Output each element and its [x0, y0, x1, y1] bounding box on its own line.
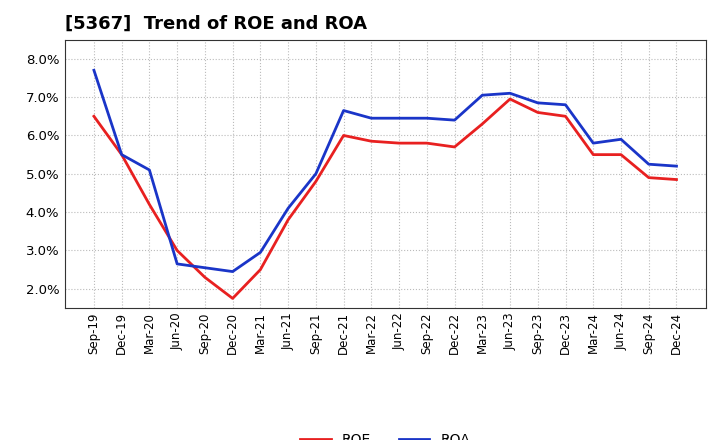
ROE	[89, 114, 98, 119]
ROE	[589, 152, 598, 157]
ROE	[505, 96, 514, 102]
Legend: ROE, ROA: ROE, ROA	[294, 428, 476, 440]
ROE	[561, 114, 570, 119]
ROA	[561, 102, 570, 107]
ROA	[367, 116, 376, 121]
ROA	[201, 265, 210, 270]
ROA	[89, 68, 98, 73]
ROE	[256, 267, 265, 272]
ROA	[339, 108, 348, 113]
ROE	[339, 133, 348, 138]
ROE	[423, 140, 431, 146]
Text: [5367]  Trend of ROE and ROA: [5367] Trend of ROE and ROA	[65, 15, 366, 33]
ROE	[145, 202, 154, 207]
Line: ROE: ROE	[94, 99, 677, 298]
ROA	[395, 116, 403, 121]
ROA	[256, 250, 265, 255]
ROA	[173, 261, 181, 267]
ROE	[478, 121, 487, 127]
ROA	[616, 137, 625, 142]
ROE	[312, 179, 320, 184]
ROA	[145, 167, 154, 172]
ROE	[616, 152, 625, 157]
ROE	[534, 110, 542, 115]
ROE	[450, 144, 459, 150]
ROE	[644, 175, 653, 180]
ROE	[367, 139, 376, 144]
ROE	[228, 296, 237, 301]
ROE	[117, 152, 126, 157]
ROA	[672, 164, 681, 169]
ROA	[644, 161, 653, 167]
ROA	[505, 91, 514, 96]
ROA	[478, 92, 487, 98]
ROA	[589, 140, 598, 146]
ROE	[672, 177, 681, 182]
Line: ROA: ROA	[94, 70, 677, 271]
ROA	[117, 152, 126, 157]
ROA	[450, 117, 459, 123]
ROE	[173, 248, 181, 253]
ROE	[284, 217, 292, 223]
ROA	[284, 205, 292, 211]
ROE	[395, 140, 403, 146]
ROA	[312, 171, 320, 176]
ROE	[201, 275, 210, 280]
ROA	[228, 269, 237, 274]
ROA	[534, 100, 542, 106]
ROA	[423, 116, 431, 121]
